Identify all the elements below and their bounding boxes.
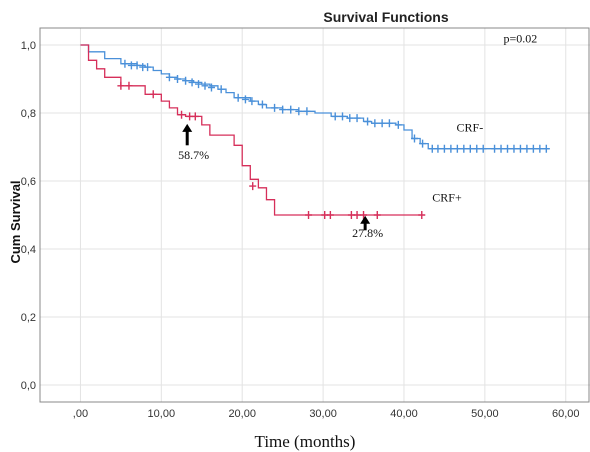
censor-mark [339, 112, 346, 121]
censor-mark [287, 105, 295, 114]
censor-mark [440, 144, 448, 153]
censor-mark [447, 144, 455, 153]
censor-mark [516, 144, 524, 153]
censor-mark [353, 114, 361, 123]
chart-title: Survival Functions [323, 9, 448, 25]
censor-mark [453, 144, 461, 153]
x-tick-label: 40,00 [390, 408, 418, 420]
arrow-head-icon [182, 123, 193, 132]
x-tick-label: 60,00 [552, 408, 580, 420]
censor-mark [117, 81, 125, 90]
censor-mark [364, 117, 372, 126]
censor-mark [149, 90, 157, 99]
y-tick-label: 0,6 [21, 176, 36, 188]
annotation-text: 58.7% [178, 148, 209, 162]
x-axis-label: Time (months) [255, 432, 356, 451]
censor-mark [326, 211, 334, 219]
series-layer [80, 44, 550, 219]
y-tick-label: 0,0 [21, 380, 36, 392]
censor-mark [419, 139, 427, 148]
censor-mark [353, 211, 361, 219]
y-tick-label: 0,2 [21, 312, 36, 324]
censor-mark [504, 144, 511, 153]
y-axis-label: Cum Survival [8, 180, 23, 263]
censor-mark [279, 105, 287, 114]
censor-mark [144, 63, 152, 72]
censor-mark [188, 78, 196, 87]
censor-mark [201, 81, 209, 90]
censor-mark [434, 144, 442, 153]
censor-mark [121, 59, 129, 68]
censor-mark [217, 85, 225, 94]
censor-mark [418, 211, 426, 219]
censor-mark [473, 144, 481, 153]
censor-mark [371, 119, 379, 128]
censor-mark [178, 110, 186, 119]
x-tick-label: 10,00 [148, 408, 176, 420]
x-tick-label: 50,00 [471, 408, 499, 420]
censor-mark [207, 83, 215, 92]
censor-mark [241, 95, 249, 104]
censor-mark [249, 182, 257, 191]
censor-mark [491, 144, 499, 153]
annotation-text: CRF+ [432, 190, 462, 204]
censor-mark [523, 144, 531, 153]
x-tick-label: 20,00 [228, 408, 256, 420]
censor-mark [385, 119, 393, 128]
censor-mark [346, 114, 354, 123]
censor-mark [460, 144, 468, 153]
censor-mark [331, 112, 339, 121]
censor-mark [125, 81, 133, 90]
censor-mark [133, 61, 141, 70]
y-tick-label: 1,0 [21, 40, 36, 52]
censor-mark [410, 134, 418, 143]
x-tick-label: ,00 [73, 408, 88, 420]
censor-mark [394, 120, 402, 129]
censor-mark [182, 76, 190, 85]
censor-mark [479, 144, 487, 153]
y-tick-label: 0,4 [21, 244, 36, 256]
censor-mark [303, 107, 311, 116]
annotation-text: CRF- [457, 121, 484, 135]
y-tick-label: 0,8 [21, 108, 36, 120]
annotation-text: p=0.02 [503, 31, 537, 45]
censor-mark [378, 119, 386, 128]
censor-mark [360, 211, 368, 219]
annotation-text: 27.8% [352, 226, 383, 240]
censor-mark [271, 103, 279, 112]
km-curve-crf-positive [80, 44, 421, 216]
x-tick-label: 30,00 [309, 408, 337, 420]
plot-frame [39, 27, 590, 403]
censor-mark [191, 112, 199, 121]
censor-mark [373, 211, 381, 219]
tick-layer: ,00 10,00 20,00 30,00 40,00 50,00 60,00 0,0 0,2 0… [21, 40, 580, 420]
censor-mark [248, 97, 256, 106]
censor-mark [542, 144, 550, 153]
censor-mark [466, 144, 474, 153]
censor-mark [165, 73, 173, 82]
censor-mark [305, 211, 313, 219]
censor-mark [258, 100, 266, 109]
censor-mark [295, 107, 303, 116]
censor-mark [536, 144, 544, 153]
censor-mark [174, 75, 181, 83]
censor-mark [510, 144, 518, 153]
arrow-head-icon [360, 215, 371, 224]
censor-mark [529, 144, 537, 153]
censor-mark [195, 80, 203, 89]
annotation-layer: p=0.02 CRF- CRF+ 58.7% 27.8% [178, 31, 537, 240]
censor-mark [497, 144, 505, 153]
censor-mark [234, 93, 242, 102]
